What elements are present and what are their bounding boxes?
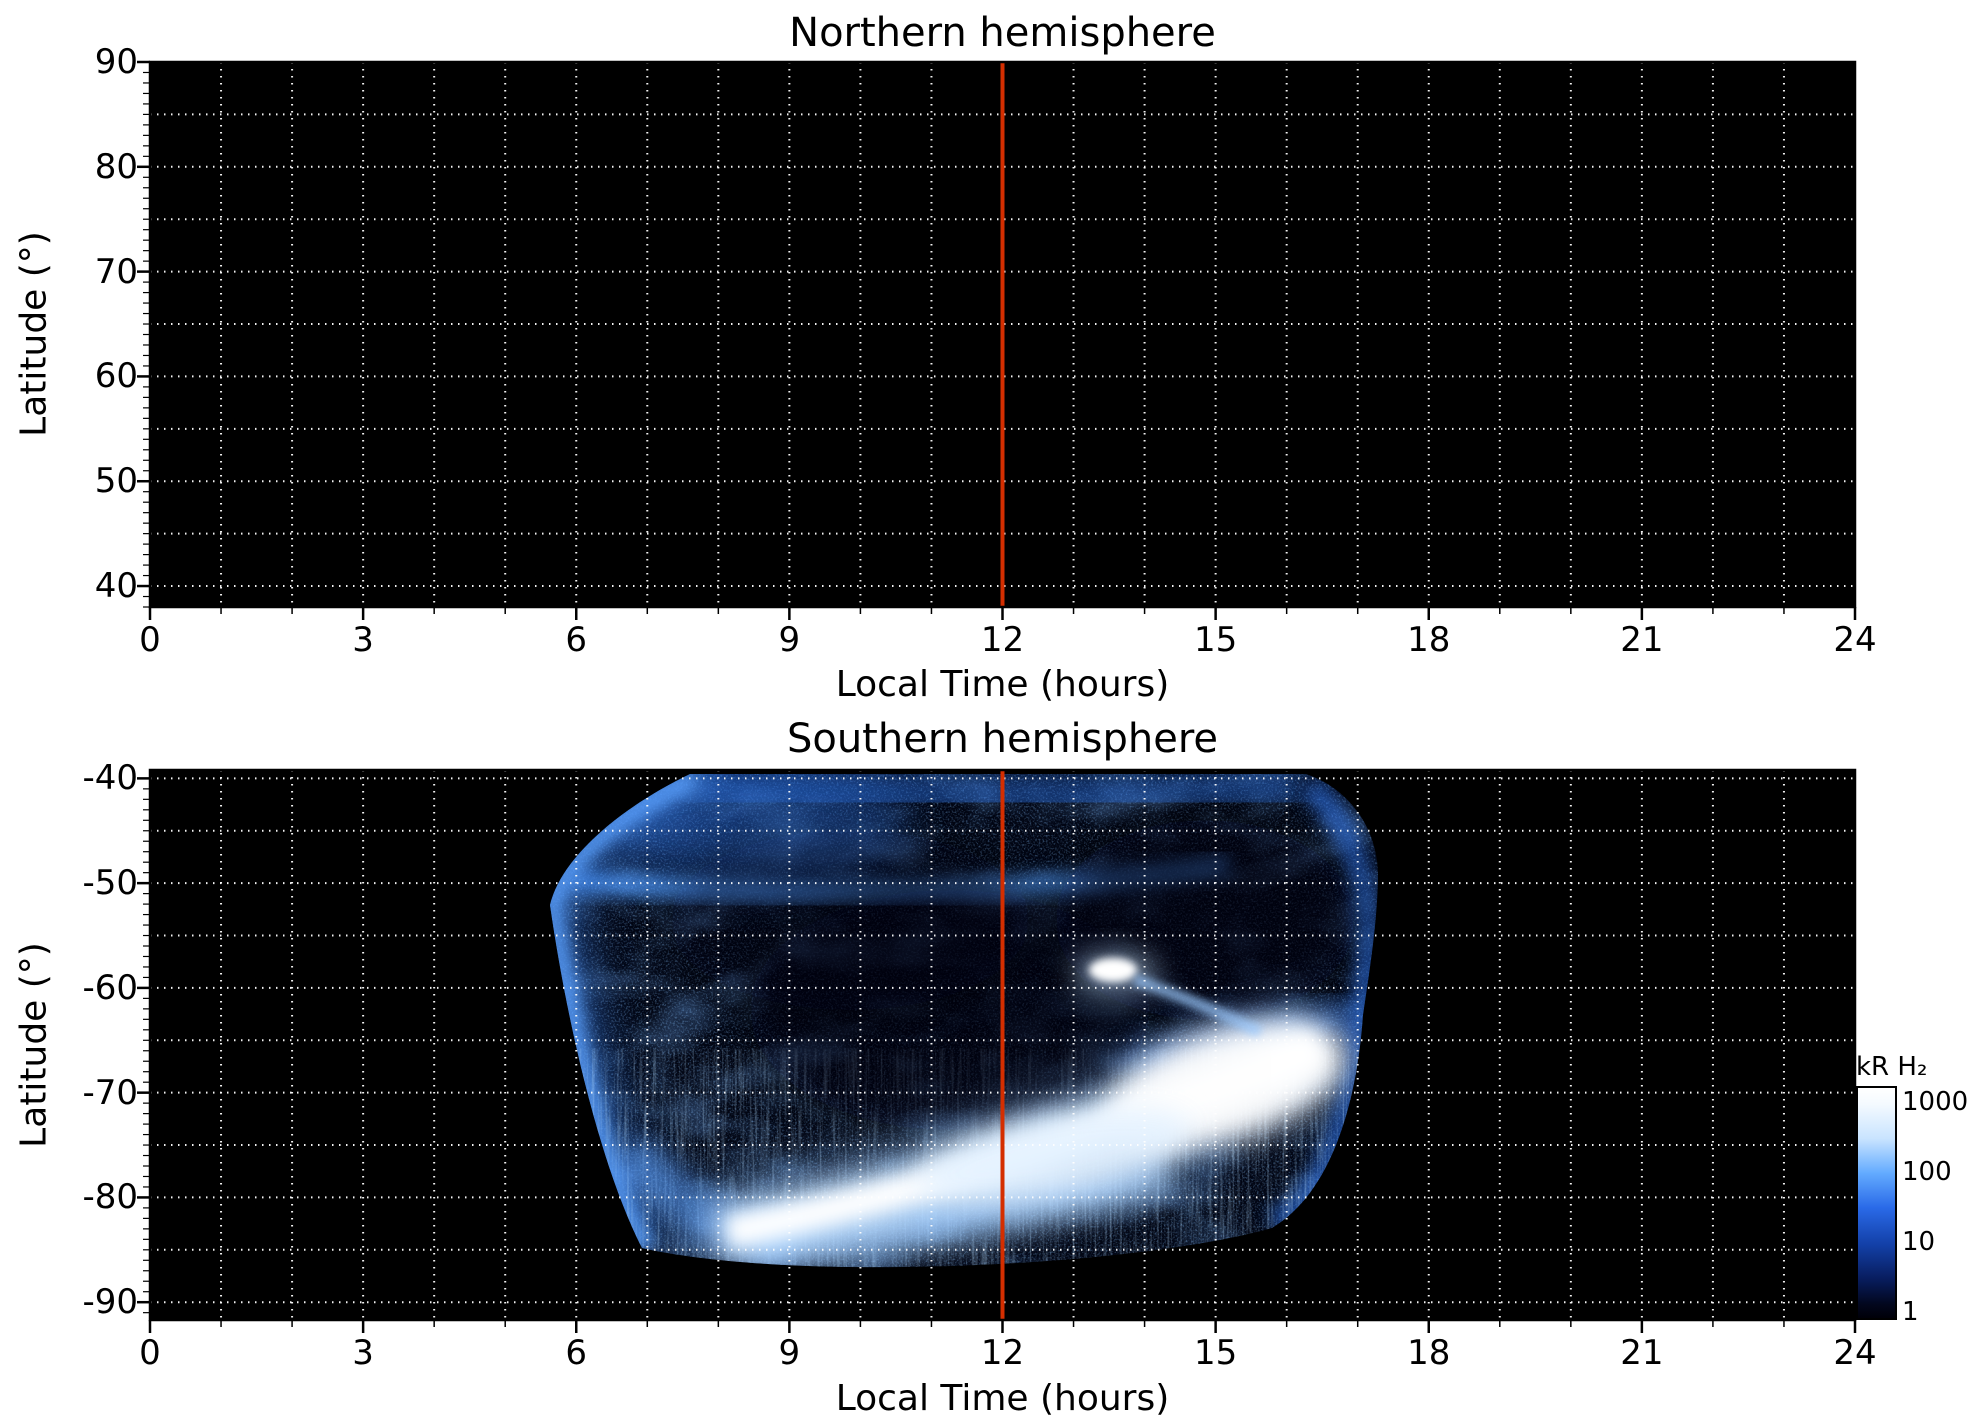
north-chart: 0 3 6 9 12 15 18 21 24 90 80 70 60 50 40	[0, 42, 1983, 660]
x-tick-label: 18	[1407, 1333, 1451, 1373]
y-tick-label: 90	[94, 42, 138, 82]
x-tick-label: 0	[139, 620, 161, 660]
x-tick-label: 12	[980, 1333, 1025, 1373]
x-tick-label: 24	[1833, 620, 1877, 660]
y-tick-label: 80	[94, 146, 138, 187]
y-tick-label: -40	[82, 758, 138, 799]
colorbar-tick-10: 10	[1902, 1227, 1936, 1257]
south-axes-frame	[137, 768, 1857, 1333]
x-tick-label: 21	[1620, 620, 1664, 660]
south-plot-area	[137, 768, 1857, 1333]
dark-patch-left	[670, 830, 1030, 1010]
y-tick-label: -90	[82, 1282, 138, 1323]
north-title: Northern hemisphere	[789, 10, 1216, 56]
x-tick-label: 21	[1620, 1333, 1664, 1373]
north-plot-area	[137, 60, 1857, 620]
x-tick-label: 0	[139, 1333, 161, 1373]
south-title: Southern hemisphere	[786, 716, 1219, 762]
plot-border	[148, 768, 1857, 1322]
x-tick-label: 15	[1193, 620, 1238, 660]
x-tick-label: 3	[352, 620, 374, 660]
north-plot-svg	[137, 60, 1857, 620]
y-tick-label: 40	[94, 566, 138, 607]
top-edge-glow	[688, 774, 1302, 815]
x-tick-label: 6	[565, 620, 588, 660]
colorbar-gradient	[1856, 1086, 1897, 1320]
plot-border	[148, 60, 1857, 609]
north-axes-frame	[137, 60, 1857, 620]
north-ylabel: Latitude (°)	[13, 231, 55, 437]
y-tick-label: 50	[94, 461, 138, 502]
y-tick-label: 70	[94, 251, 138, 292]
arc-white-blob-2	[917, 1107, 1193, 1203]
y-tick-label: 60	[94, 356, 138, 397]
south-chart: 0 3 6 9 12 15 18 21 24 -40 -50 -60 -70 -80 -90	[0, 758, 1983, 1373]
y-tick-label: -50	[82, 863, 138, 904]
aurora-emission-region	[550, 774, 1379, 1268]
y-tick-label: -70	[82, 1072, 138, 1113]
x-tick-label: 3	[352, 1333, 374, 1373]
y-tick-label: -60	[82, 967, 138, 1008]
x-tick-label: 24	[1833, 1333, 1877, 1373]
x-tick-label: 15	[1193, 1333, 1238, 1373]
south-xlabel: Local Time (hours)	[835, 1378, 1170, 1419]
x-tick-label: 12	[980, 620, 1025, 660]
colorbar-tick-1000: 1000	[1902, 1087, 1969, 1117]
x-tick-label: 9	[778, 620, 801, 660]
bright-spot-tail	[1133, 974, 1263, 1038]
colorbar-title: kR H₂	[1856, 1052, 1928, 1082]
bright-spot	[1089, 958, 1137, 982]
x-tick-label: 18	[1407, 620, 1451, 660]
south-ylabel: Latitude (°)	[13, 942, 55, 1148]
colorbar-tick-1: 1	[1902, 1297, 1919, 1327]
colorbar-tick-100: 100	[1902, 1157, 1952, 1187]
x-tick-label: 9	[778, 1333, 801, 1373]
y-tick-label: -80	[82, 1177, 138, 1218]
x-tick-label: 6	[565, 1333, 588, 1373]
north-xlabel: Local Time (hours)	[835, 664, 1170, 705]
south-plot-svg	[137, 768, 1857, 1333]
